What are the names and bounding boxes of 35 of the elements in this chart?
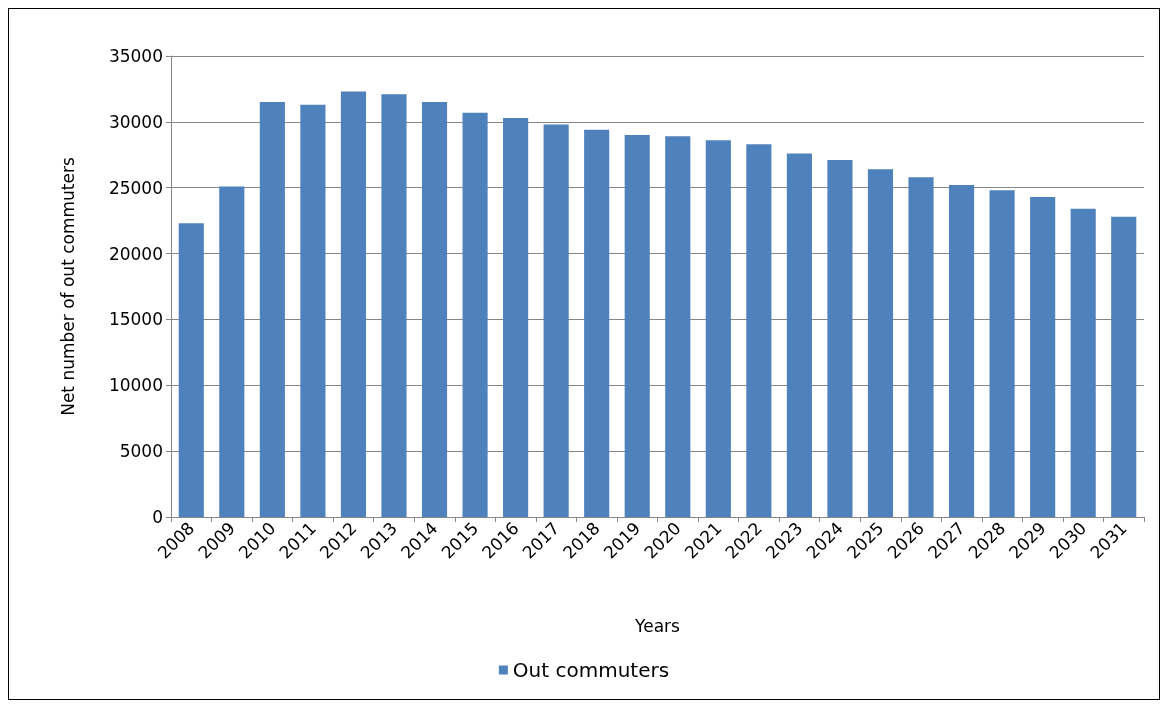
y-tick-label: 5000 — [119, 441, 163, 462]
bar — [259, 102, 285, 517]
bar — [948, 185, 975, 517]
bar — [381, 94, 407, 517]
bar — [178, 223, 204, 517]
bar — [543, 124, 569, 517]
y-tick-label: 25000 — [108, 177, 163, 198]
y-tick-label: 0 — [152, 507, 163, 527]
y-tick-label: 30000 — [108, 111, 163, 132]
bar — [665, 136, 691, 517]
bar — [827, 160, 853, 517]
x-axis-title: Years — [634, 615, 681, 636]
bar — [219, 186, 245, 517]
y-axis-title: Net number of out commuters — [57, 157, 78, 416]
bar — [908, 177, 934, 517]
bar — [300, 104, 326, 517]
bar — [786, 153, 812, 517]
bar — [746, 144, 772, 517]
bar — [1070, 208, 1096, 517]
bar — [705, 140, 731, 517]
y-tick-label: 15000 — [108, 309, 163, 330]
y-tick-label: 20000 — [108, 243, 163, 264]
bar — [340, 91, 367, 517]
y-tick-label: 10000 — [108, 375, 163, 396]
bar — [584, 129, 610, 517]
y-tick-label: 35000 — [108, 46, 163, 66]
bar — [1030, 196, 1056, 517]
bar — [462, 112, 488, 517]
bar — [867, 169, 894, 517]
bar — [989, 190, 1015, 517]
legend-label: Out commuters — [512, 658, 670, 682]
bar — [1111, 216, 1137, 517]
bar — [624, 135, 650, 517]
bar — [421, 102, 448, 517]
bar — [503, 117, 529, 517]
